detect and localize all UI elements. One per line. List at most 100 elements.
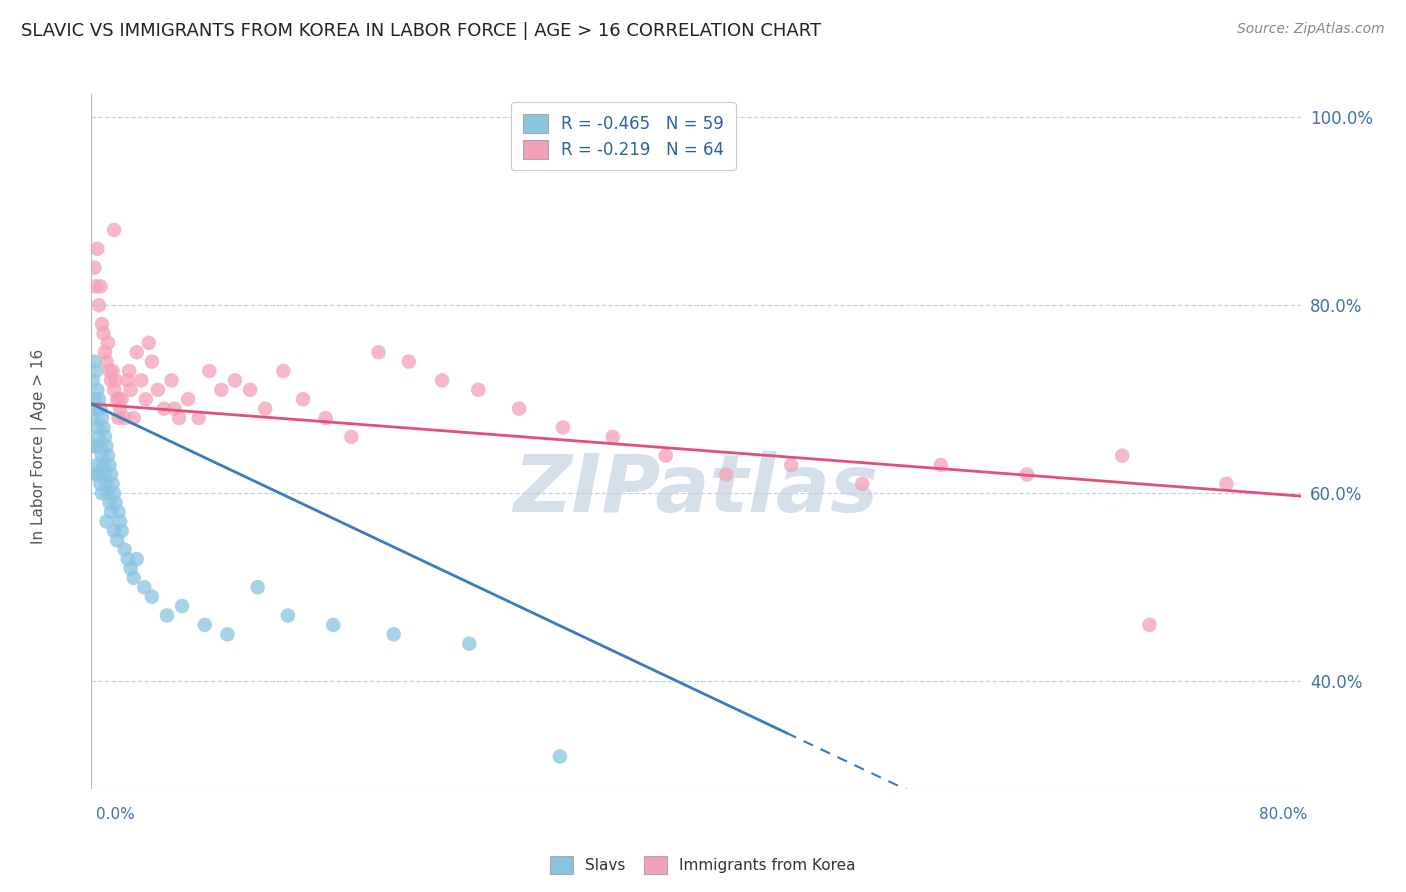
Point: [129, 373, 152, 387]
Point: [141, 354, 163, 368]
Point: [125, 345, 148, 359]
Point: [292, 392, 315, 407]
Point: [98, 364, 121, 378]
Point: [548, 749, 571, 764]
Point: [382, 627, 405, 641]
Point: [551, 420, 574, 434]
Point: [167, 411, 190, 425]
Point: [224, 373, 246, 387]
Point: [84, 279, 107, 293]
Point: [98, 496, 121, 510]
Point: [153, 401, 176, 416]
Point: [322, 618, 344, 632]
Point: [1015, 467, 1038, 482]
Point: [714, 467, 737, 482]
Point: [273, 364, 295, 378]
Legend: Slavs, Immigrants from Korea: Slavs, Immigrants from Korea: [544, 850, 862, 880]
Point: [96, 439, 118, 453]
Point: [91, 449, 114, 463]
Point: [125, 552, 148, 566]
Legend: R = -0.465   N = 59, R = -0.219   N = 64: R = -0.465 N = 59, R = -0.219 N = 64: [512, 102, 735, 170]
Point: [93, 420, 115, 434]
Point: [120, 561, 142, 575]
Point: [780, 458, 803, 472]
Point: [100, 467, 122, 482]
Point: [163, 401, 186, 416]
Point: [194, 618, 217, 632]
Point: [83, 392, 105, 407]
Point: [94, 345, 117, 359]
Point: [84, 364, 107, 378]
Point: [277, 608, 299, 623]
Point: [82, 373, 104, 387]
Point: [101, 364, 124, 378]
Point: [100, 373, 122, 387]
Point: [96, 354, 118, 368]
Point: [96, 476, 118, 491]
Point: [83, 260, 105, 275]
Text: SLAVIC VS IMMIGRANTS FROM KOREA IN LABOR FORCE | AGE > 16 CORRELATION CHART: SLAVIC VS IMMIGRANTS FROM KOREA IN LABOR…: [21, 22, 821, 40]
Point: [239, 383, 262, 397]
Point: [398, 354, 420, 368]
Point: [91, 411, 114, 425]
Point: [97, 486, 120, 500]
Point: [1330, 496, 1353, 510]
Point: [89, 439, 111, 453]
Point: [851, 476, 873, 491]
Point: [156, 608, 179, 623]
Point: [101, 476, 124, 491]
Point: [120, 383, 142, 397]
Text: Source: ZipAtlas.com: Source: ZipAtlas.com: [1237, 22, 1385, 37]
Point: [430, 373, 453, 387]
Point: [141, 590, 163, 604]
Point: [83, 354, 105, 368]
Point: [458, 637, 481, 651]
Point: [508, 401, 530, 416]
Point: [172, 599, 194, 613]
Point: [103, 223, 125, 237]
Point: [367, 345, 389, 359]
Point: [111, 524, 132, 538]
Point: [84, 439, 107, 453]
Point: [84, 401, 107, 416]
Point: [1139, 618, 1161, 632]
Point: [117, 552, 139, 566]
Point: [122, 571, 145, 585]
Point: [91, 486, 114, 500]
Point: [87, 430, 110, 444]
Point: [100, 505, 122, 519]
Point: [217, 627, 239, 641]
Text: 0.0%: 0.0%: [96, 807, 135, 822]
Point: [135, 392, 157, 407]
Point: [160, 373, 183, 387]
Text: ZIPatlas: ZIPatlas: [513, 451, 879, 529]
Point: [114, 542, 136, 557]
Point: [87, 467, 110, 482]
Point: [111, 392, 132, 407]
Point: [86, 383, 108, 397]
Point: [103, 524, 125, 538]
Point: [82, 411, 104, 425]
Point: [94, 467, 117, 482]
Point: [105, 533, 128, 548]
Point: [83, 439, 105, 453]
Point: [103, 383, 125, 397]
Point: [340, 430, 363, 444]
Point: [114, 411, 136, 425]
Point: [654, 449, 676, 463]
Point: [107, 392, 129, 407]
Point: [108, 401, 131, 416]
Point: [97, 335, 120, 350]
Text: 80.0%: 80.0%: [1260, 807, 1308, 822]
Point: [1111, 449, 1133, 463]
Point: [89, 476, 111, 491]
Point: [602, 430, 624, 444]
Point: [146, 383, 169, 397]
Point: [122, 411, 145, 425]
Point: [87, 298, 110, 312]
Point: [91, 317, 114, 331]
Point: [118, 364, 141, 378]
Point: [86, 242, 108, 256]
Point: [177, 392, 200, 407]
Point: [138, 335, 160, 350]
